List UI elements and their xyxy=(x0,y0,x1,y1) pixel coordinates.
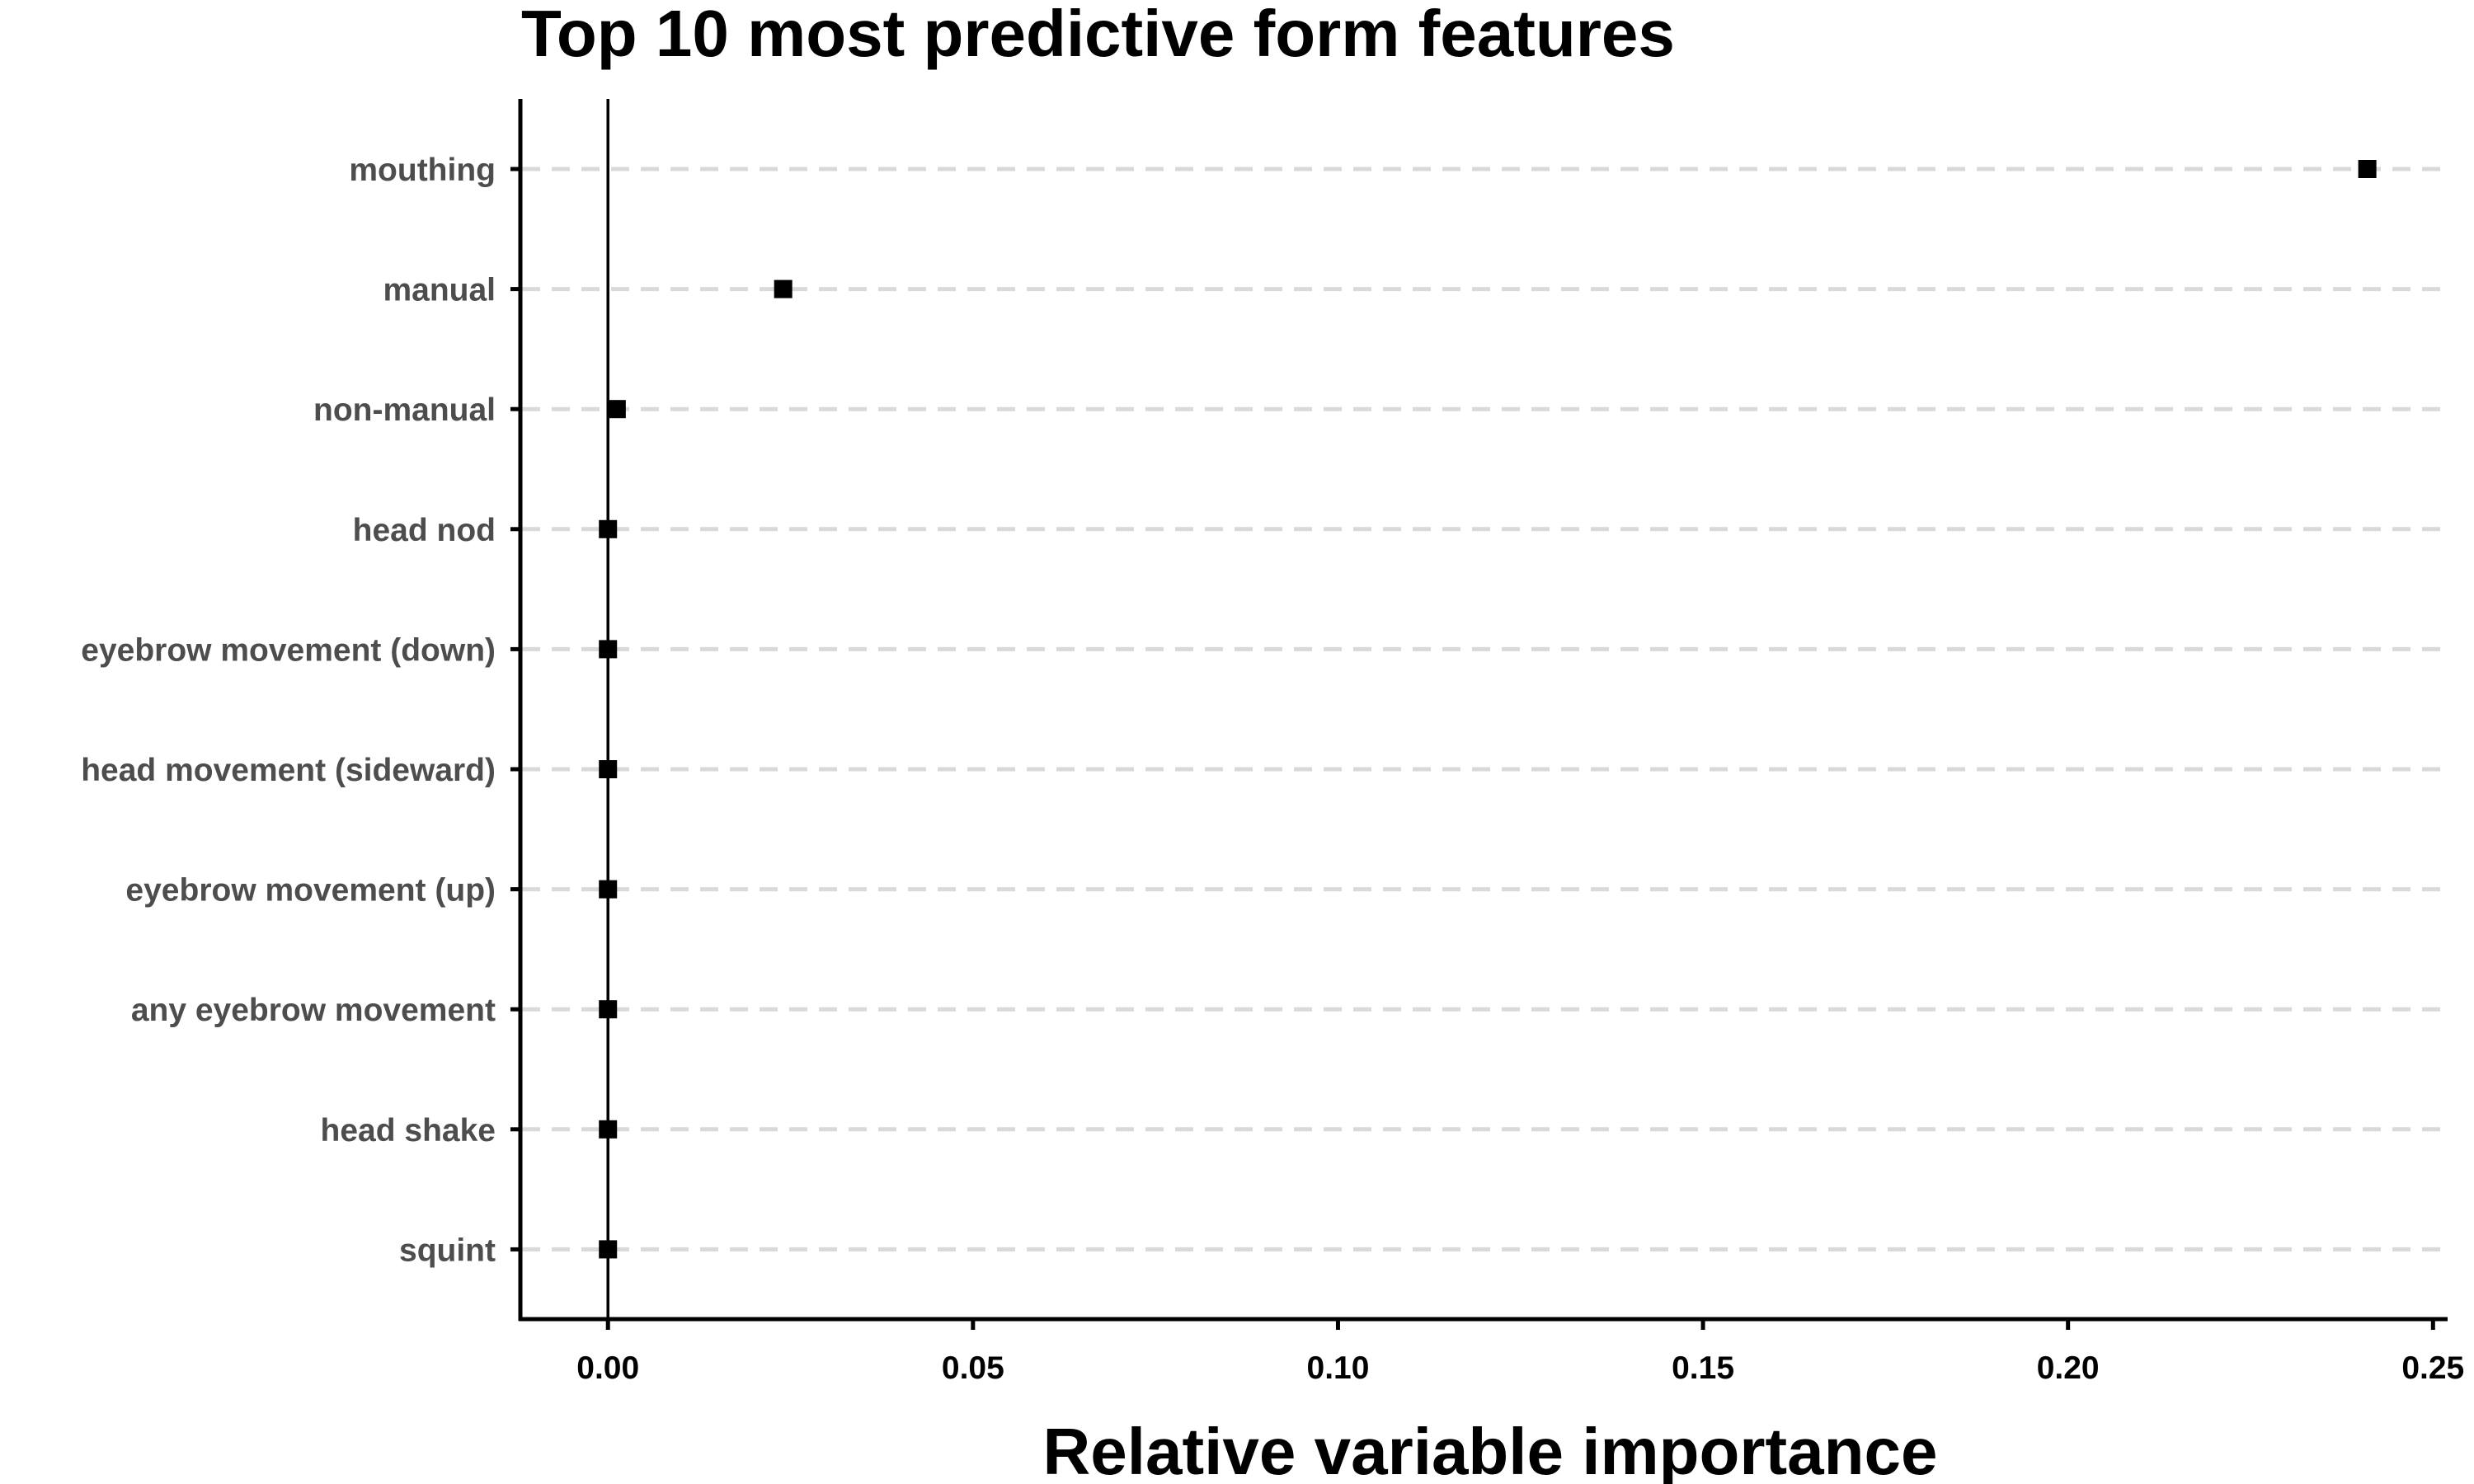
y-tick-label: squint xyxy=(399,1233,496,1268)
data-point xyxy=(599,880,618,899)
data-point xyxy=(599,1120,618,1139)
data-point xyxy=(599,640,618,659)
x-axis-label: Relative variable importance xyxy=(1043,1415,1938,1484)
x-tick-label: 0.25 xyxy=(2401,1350,2464,1386)
x-tick-label: 0.00 xyxy=(576,1350,639,1386)
y-tick-label: manual xyxy=(383,273,496,308)
y-tick-label: head shake xyxy=(321,1113,496,1148)
gridlines xyxy=(522,167,2448,1252)
y-tick-label: non-manual xyxy=(313,392,496,428)
axes xyxy=(518,99,2448,1322)
data-point xyxy=(2358,160,2377,178)
y-tick-label: any eyebrow movement xyxy=(131,993,496,1028)
x-tick-label: 0.20 xyxy=(2037,1350,2100,1386)
x-axis-ticks: 0.00 0.05 0.10 0.15 0.20 0.25 xyxy=(576,1319,2464,1386)
y-tick-label: head nod xyxy=(353,513,496,548)
data-point xyxy=(599,1240,618,1259)
data-points xyxy=(599,160,2377,1259)
data-point xyxy=(599,1000,618,1019)
data-point xyxy=(774,279,793,298)
x-tick-label: 0.15 xyxy=(1672,1350,1734,1386)
x-tick-label: 0.05 xyxy=(942,1350,1004,1386)
y-tick-label: eyebrow movement (up) xyxy=(125,873,496,909)
y-tick-label: mouthing xyxy=(349,153,496,188)
data-point xyxy=(599,519,618,538)
data-point xyxy=(599,760,618,778)
y-tick-label: eyebrow movement (down) xyxy=(81,632,496,668)
y-axis-ticks: mouthing manual non-manual head nod eyebrow … xyxy=(81,153,520,1268)
y-tick-label: head movement (sideward) xyxy=(81,753,496,788)
data-point xyxy=(607,400,626,419)
chart-title: Top 10 most predictive form features xyxy=(521,0,1675,70)
x-tick-label: 0.10 xyxy=(1307,1350,1370,1386)
